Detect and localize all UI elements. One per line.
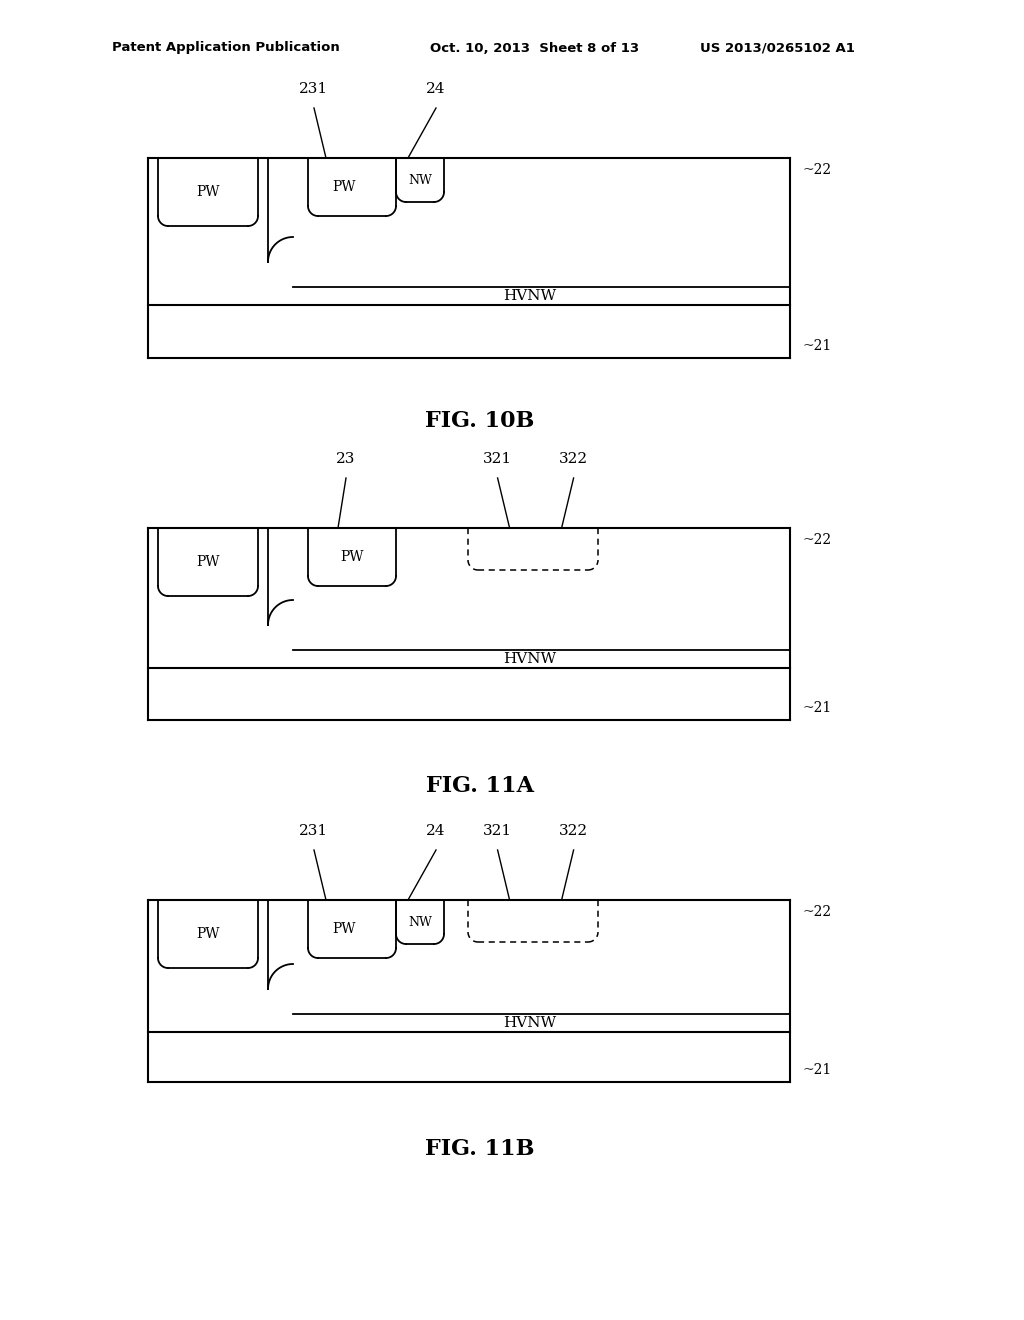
Text: HVNW: HVNW	[504, 1016, 557, 1030]
Text: ~22: ~22	[802, 533, 831, 546]
Text: FIG. 11A: FIG. 11A	[426, 775, 534, 797]
Text: 321: 321	[483, 451, 512, 466]
Text: ~21: ~21	[802, 339, 831, 352]
Text: 23: 23	[336, 451, 355, 466]
Text: 24: 24	[426, 82, 445, 96]
Text: PW: PW	[332, 921, 355, 936]
Text: 231: 231	[299, 824, 329, 838]
Text: 231: 231	[299, 82, 329, 96]
Text: PW: PW	[197, 185, 220, 199]
Text: HVNW: HVNW	[504, 289, 557, 304]
Text: 322: 322	[559, 451, 588, 466]
Text: 322: 322	[559, 824, 588, 838]
Text: HVNW: HVNW	[504, 652, 557, 667]
Text: FIG. 11B: FIG. 11B	[425, 1138, 535, 1160]
Text: US 2013/0265102 A1: US 2013/0265102 A1	[700, 41, 855, 54]
Text: ~22: ~22	[802, 906, 831, 919]
Text: PW: PW	[332, 180, 355, 194]
Text: ~22: ~22	[802, 162, 831, 177]
Text: 321: 321	[483, 824, 512, 838]
Text: Oct. 10, 2013  Sheet 8 of 13: Oct. 10, 2013 Sheet 8 of 13	[430, 41, 639, 54]
Text: NW: NW	[408, 173, 432, 186]
Text: 24: 24	[426, 824, 445, 838]
Text: ~21: ~21	[802, 1063, 831, 1077]
Text: PW: PW	[197, 554, 220, 569]
Text: ~21: ~21	[802, 701, 831, 715]
Text: PW: PW	[340, 550, 364, 564]
Text: FIG. 10B: FIG. 10B	[425, 411, 535, 432]
Text: PW: PW	[197, 927, 220, 941]
Text: NW: NW	[408, 916, 432, 928]
Text: Patent Application Publication: Patent Application Publication	[112, 41, 340, 54]
